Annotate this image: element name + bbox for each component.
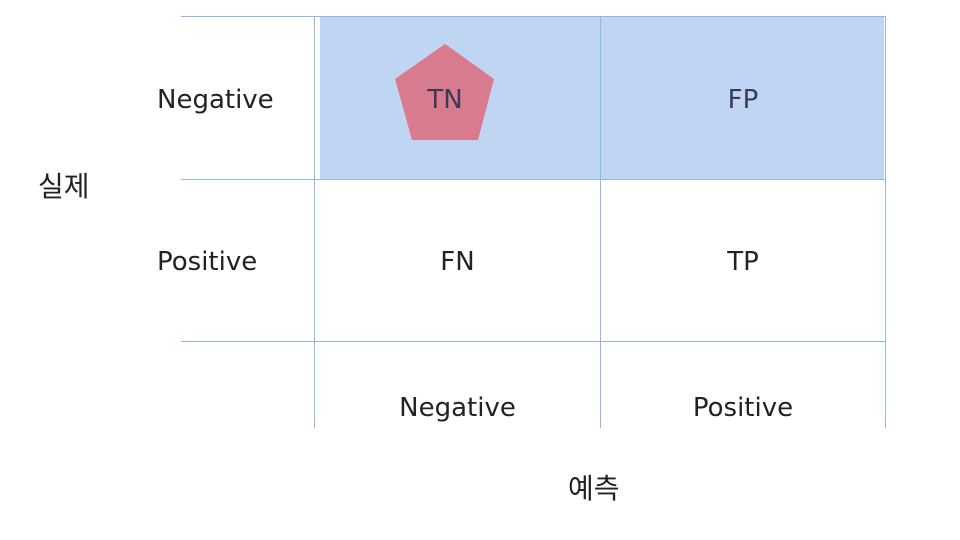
grid-line-middle	[181, 179, 886, 180]
grid-line-right	[885, 16, 886, 428]
column-label-negative: Negative	[399, 393, 516, 423]
predicted-axis-label: 예측	[568, 472, 620, 505]
grid-line-bottom	[181, 341, 886, 342]
pentagon-icon	[395, 44, 494, 140]
column-label-positive: Positive	[692, 393, 794, 423]
cell-tn: TN	[427, 85, 463, 115]
pentagon-shape	[395, 44, 494, 140]
grid-line-center	[600, 16, 601, 428]
row-label-negative: Negative	[157, 85, 274, 115]
row-label-positive: Positive	[157, 247, 258, 277]
grid-line-top	[181, 16, 886, 17]
cell-fn: FN	[440, 247, 475, 277]
grid-line-left	[314, 16, 315, 428]
actual-axis-label: 실제	[38, 170, 90, 203]
cell-tp: TP	[727, 247, 759, 277]
cell-fp: FP	[727, 85, 759, 115]
